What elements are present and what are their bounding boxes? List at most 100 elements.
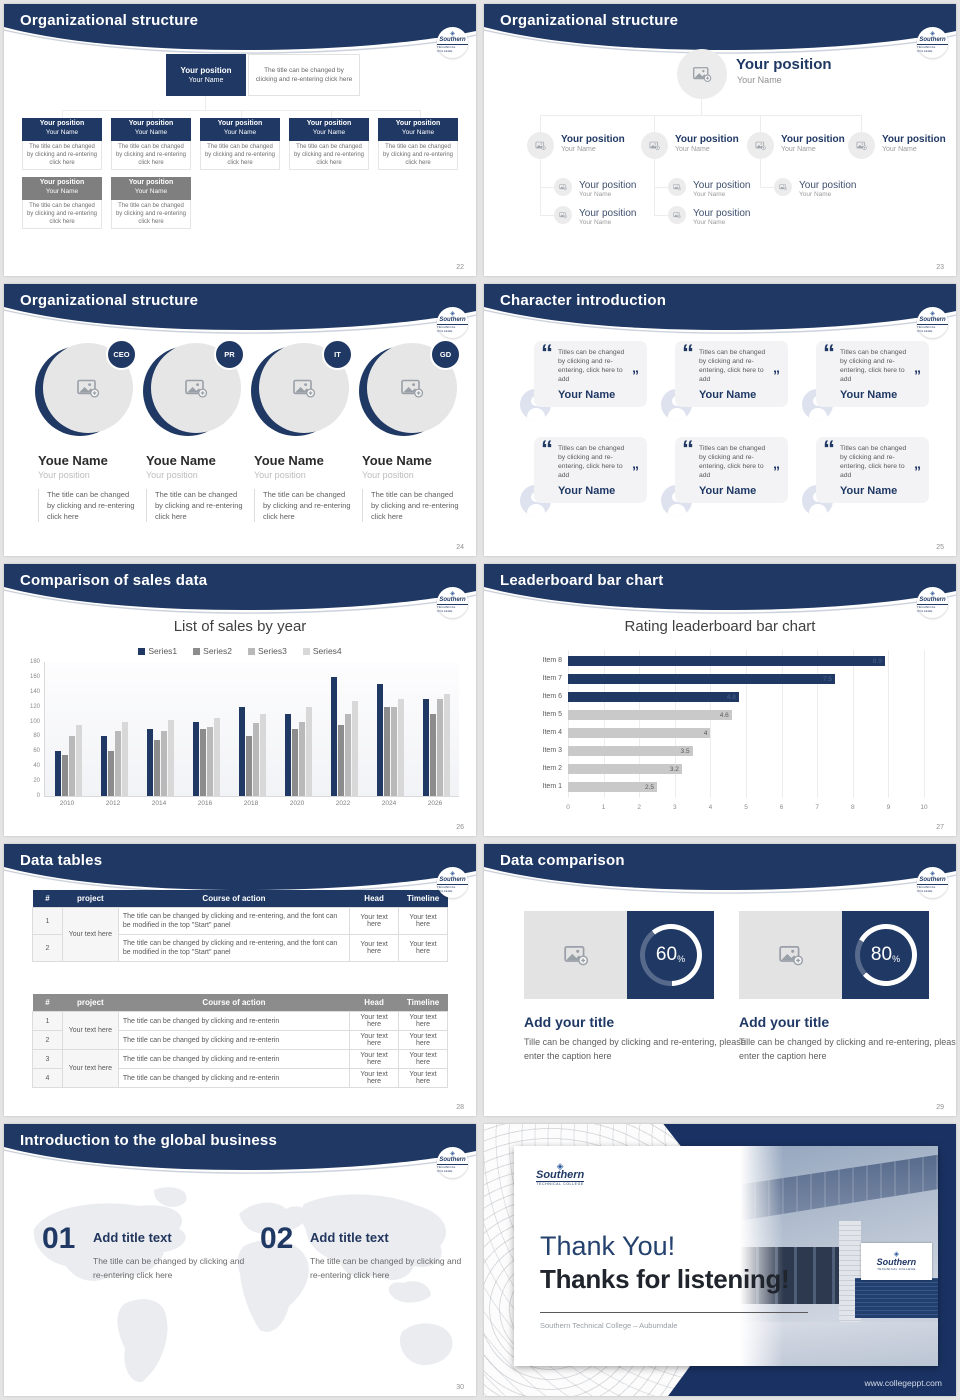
position-label: Your position <box>39 179 85 186</box>
branch-line <box>540 115 862 116</box>
course-of-action-cell: The title can be changed by clicking and… <box>117 1030 351 1050</box>
row-number-cell: 3 <box>32 1049 63 1069</box>
slide-29-data-comparison[interactable]: Data comparison ◈ Southern TECHNICAL COLLEG… <box>484 844 956 1116</box>
bar <box>160 730 167 796</box>
org-box-header: Your position Your Name <box>289 118 369 141</box>
x-axis-tick-label: 9 <box>886 804 891 811</box>
logo-text: Southern <box>919 877 946 883</box>
x-axis-labels: 2010 2012 2014 2016 2018 2020 2022 2024 2026 <box>44 800 458 807</box>
logo-subtext: TECHNICAL COLLEGE <box>437 604 468 613</box>
image-placeholder-box <box>524 911 627 999</box>
timeline-cell: Your text here <box>398 1030 448 1050</box>
logo-text: Southern <box>439 1157 466 1163</box>
comparison-item: 80% Add your title Tille can be changed by… <box>739 911 956 1063</box>
chart-title: Rating leaderboard bar chart <box>624 618 816 635</box>
table-row: 1 Your text here The title can be changed … <box>32 1011 448 1050</box>
slide-30-global-business-intro[interactable]: Introduction to the global business ◈ Sout… <box>4 1124 476 1396</box>
org-box: Your position Your Name The title can be c… <box>111 118 191 170</box>
slide-22-organizational-structure[interactable]: Organizational structure ◈ Southern TECHNIC… <box>4 4 476 276</box>
position-label: Your position <box>180 65 232 75</box>
slide-24-organizational-structure[interactable]: Organizational structure ◈ Southern TECHNIC… <box>4 284 476 556</box>
comparison-item: 60% Add your title Tille can be changed by… <box>524 911 746 1063</box>
logo-text: Southern <box>439 317 466 323</box>
step-description: The title can be changed by clicking and… <box>310 1256 462 1280</box>
member-name: Youe Name <box>146 453 216 468</box>
bar <box>107 751 114 796</box>
quote-text: Titles can be changed by clicking and re… <box>558 349 625 383</box>
name-label: Your Name <box>188 76 224 84</box>
column-header: Course of action <box>118 890 350 908</box>
avatar-circle <box>554 206 572 224</box>
bar-value-label: 7.5 <box>822 675 832 683</box>
org-box: Your position Your Name The title can be c… <box>111 177 191 229</box>
page-number: 22 <box>456 264 464 271</box>
slide-23-organizational-structure[interactable]: Organizational structure ◈ Southern TECHNIC… <box>484 4 956 276</box>
name-label: Your Name <box>737 75 782 85</box>
name-label: Your Name <box>223 128 257 136</box>
image-placeholder-icon <box>535 140 546 151</box>
column-header: project <box>62 890 119 908</box>
bar <box>259 714 266 796</box>
course-of-action-cell: The title can be changed by clicking and… <box>117 907 351 935</box>
page-number: 30 <box>456 1384 464 1391</box>
header-curve-band <box>484 844 956 894</box>
bar-group <box>183 662 229 796</box>
hbar-rows: Item 8 8.9 Item 7 7.5 Item 6 4.8 Item 5 4.6 Item… <box>543 652 924 796</box>
step-description: The title can be changed by clicking and… <box>93 1256 245 1280</box>
bar <box>568 746 693 756</box>
logo-diamond-icon: ◈ <box>930 591 935 597</box>
bar-group <box>45 662 91 796</box>
step-number: 02 <box>260 1222 294 1255</box>
logo-diamond-icon: ◈ <box>450 591 455 597</box>
name-label: Your Name <box>561 146 596 153</box>
slide-title: Leaderboard bar chart <box>500 572 664 589</box>
logo-subtext: TECHNICAL COLLEGE <box>536 1181 585 1186</box>
avatar-circle <box>527 132 554 159</box>
bar <box>344 714 351 796</box>
slide-27-leaderboard-bar-chart[interactable]: Leaderboard bar chart ◈ Southern TECHNICAL … <box>484 564 956 836</box>
chart-legend: Series1 Series2 Series3 Series4 <box>4 646 476 656</box>
quote-card-wrap: “Titles can be changed by clicking and r… <box>661 437 788 516</box>
comparison-boxes: 80% <box>739 911 929 999</box>
slide-thank-you[interactable]: ◈ Southern TECHNICAL COLLEGE ◈ Southern TECHN… <box>484 1124 956 1396</box>
org-box-header: Your position Your Name <box>111 177 191 200</box>
slide-28-data-tables[interactable]: Data tables ◈ Southern TECHNICAL COLLEGE 28 #… <box>4 844 476 1116</box>
quote-card: “Titles can be changed by clicking and r… <box>675 437 788 503</box>
close-quote-icon: ” <box>914 463 921 479</box>
slide-25-character-introduction[interactable]: Character introduction ◈ Southern TECHNICAL… <box>484 284 956 556</box>
column-header: # <box>32 890 63 908</box>
avatar-circle <box>747 132 774 159</box>
x-axis-tick-label: 10 <box>920 804 928 811</box>
y-axis-tick-label: 100 <box>29 718 40 725</box>
category-label: Item 5 <box>542 711 562 718</box>
y-axis-tick-label: 120 <box>29 703 40 710</box>
logo-subtext: TECHNICAL COLLEGE <box>437 44 468 53</box>
gridline <box>746 650 747 798</box>
logo-diamond-icon: ◈ <box>450 311 455 317</box>
avatar-circle <box>774 178 792 196</box>
y-axis-tick-label: 180 <box>29 659 40 665</box>
column-header: Head <box>349 994 399 1012</box>
percent-box: 60% <box>627 911 714 999</box>
name-label: Your Name <box>312 128 346 136</box>
sign-subtext: TECHNICAL COLLEGE <box>877 1266 916 1271</box>
project-cell: Your text here <box>61 1011 119 1050</box>
bar <box>192 721 199 796</box>
drop-line <box>654 115 655 132</box>
college-logo-badge: ◈ Southern TECHNICAL COLLEGE <box>917 587 948 618</box>
slide-26-comparison-of-sales-data[interactable]: Comparison of sales data ◈ Southern TECHNIC… <box>4 564 476 836</box>
row-number-cell: 4 <box>32 1068 63 1088</box>
x-axis-tick-label: 2020 <box>289 800 305 807</box>
percent-value: 80 <box>870 944 893 965</box>
table-row: 2 The title can be changed by clicking an… <box>32 1030 448 1050</box>
percent-value: 60 <box>655 944 678 965</box>
quote-card-wrap: “Titles can be changed by clicking and r… <box>520 340 647 420</box>
slide-title: Organizational structure <box>20 292 199 309</box>
logo-subtext: TECHNICAL COLLEGE <box>917 884 948 893</box>
y-axis-tick-label: 140 <box>29 688 40 695</box>
bar-group <box>413 662 459 796</box>
open-quote-icon: “ <box>541 340 553 367</box>
org-box-body: The title can be changed by clicking and… <box>111 141 191 170</box>
org-node-text: Your position Your Name <box>693 180 750 199</box>
